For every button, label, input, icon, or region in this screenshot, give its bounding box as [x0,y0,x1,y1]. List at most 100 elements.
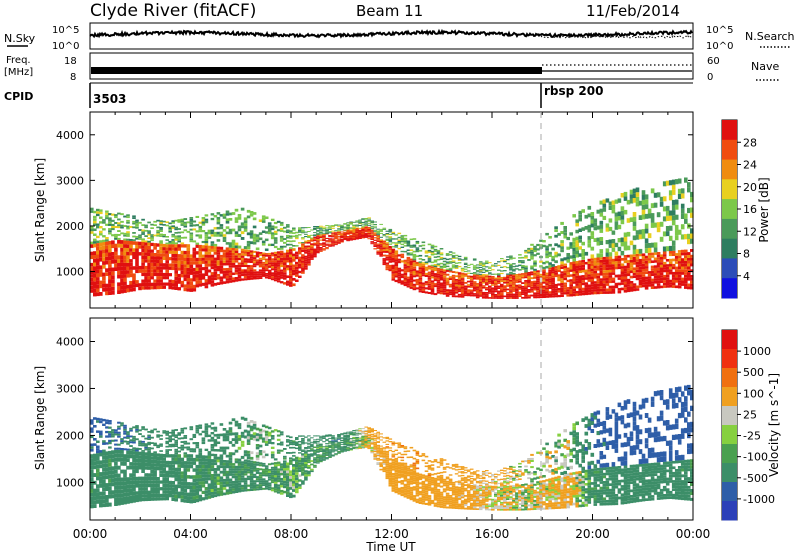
echo-cell [102,459,106,464]
echo-cell [674,269,679,272]
echo-cell [162,266,166,270]
echo-cell [144,265,148,270]
echo-cell [216,217,221,220]
echo-cell [216,257,221,261]
echo-cell [325,231,329,233]
echo-cell [105,502,109,507]
echo-cell [617,277,622,280]
echo-cell [90,489,94,493]
echo-cell [189,285,194,289]
echo-cell [394,465,399,468]
echo-cell [234,470,239,474]
echo-cell [373,224,377,225]
echo-cell [279,247,284,250]
echo-cell [153,476,157,481]
echo-cell [602,270,607,273]
echo-cell [180,481,185,486]
echo-cell [156,259,160,263]
echo-cell [436,267,441,270]
echo-cell [292,494,296,498]
echo-cell [391,475,396,478]
echo-cell [240,477,245,480]
echo-cell [391,463,396,466]
echo-cell [451,291,456,294]
echo-cell [114,243,118,248]
echo-cell [690,233,694,239]
echo-cell [249,469,254,472]
echo-cell [668,282,673,285]
echo-cell [319,450,323,452]
echo-cell [156,493,160,498]
echo-cell [614,263,619,267]
echo-cell [629,283,634,287]
echo-cell [680,258,685,261]
echo-cell [412,473,417,476]
echo-cell [279,468,284,471]
date-title: 11/Feb/2014 [586,2,680,20]
echo-cell [337,239,341,241]
echo-cell [228,231,233,235]
echo-cell [286,275,290,278]
echo-cell [412,266,417,269]
echo-cell [427,260,432,263]
echo-cell [93,504,97,508]
echo-cell [174,247,178,251]
echo-cell [512,283,516,285]
echo-cell [611,272,616,275]
echo-cell [515,293,519,296]
echo-cell [270,225,275,228]
echo-cell [361,436,365,438]
echo-cell [267,275,272,278]
echo-cell [668,253,673,257]
echo-cell [400,473,405,476]
echo-cell [481,295,486,297]
echo-cell [361,234,365,236]
echo-cell [572,264,576,267]
echo-cell [90,251,94,256]
echo-cell [264,226,269,229]
echo-cell [298,457,302,460]
echo-cell [391,278,396,281]
echo-cell [671,215,676,221]
echo-cell [602,283,607,286]
echo-cell [539,296,543,299]
echo-cell [494,282,498,285]
echo-cell [249,478,254,481]
echo-cell [286,265,290,268]
echo-cell [397,473,402,477]
echo-cell [370,450,374,452]
echo-cell [201,455,206,459]
echo-cell [258,269,263,272]
echo-cell [207,477,212,481]
echo-cell [436,283,441,286]
echo-cell [225,221,230,224]
echo-cell [153,224,157,226]
echo-cell [373,454,377,456]
echo-cell [671,282,676,286]
echo-cell [421,274,426,277]
echo-cell [234,490,239,493]
echo-cell [680,269,685,273]
echo-cell [210,480,215,483]
echo-cell [171,235,175,238]
echo-cell [225,273,230,276]
echo-cell [400,255,405,259]
echo-cell [168,454,172,458]
echo-cell [680,260,685,264]
echo-cell [159,227,163,229]
echo-cell [313,464,317,467]
echo-cell [397,487,402,490]
echo-cell [108,256,112,261]
echo-cell [527,275,531,278]
echo-cell [180,471,185,475]
echo-cell [180,284,185,288]
echo-cell [653,192,658,198]
echo-cell [210,483,215,486]
echo-cell [283,473,287,476]
echo-cell [204,260,209,264]
echo-cell [364,221,368,223]
echo-cell [400,275,405,279]
echo-cell [261,240,266,244]
echo-cell [270,278,275,281]
